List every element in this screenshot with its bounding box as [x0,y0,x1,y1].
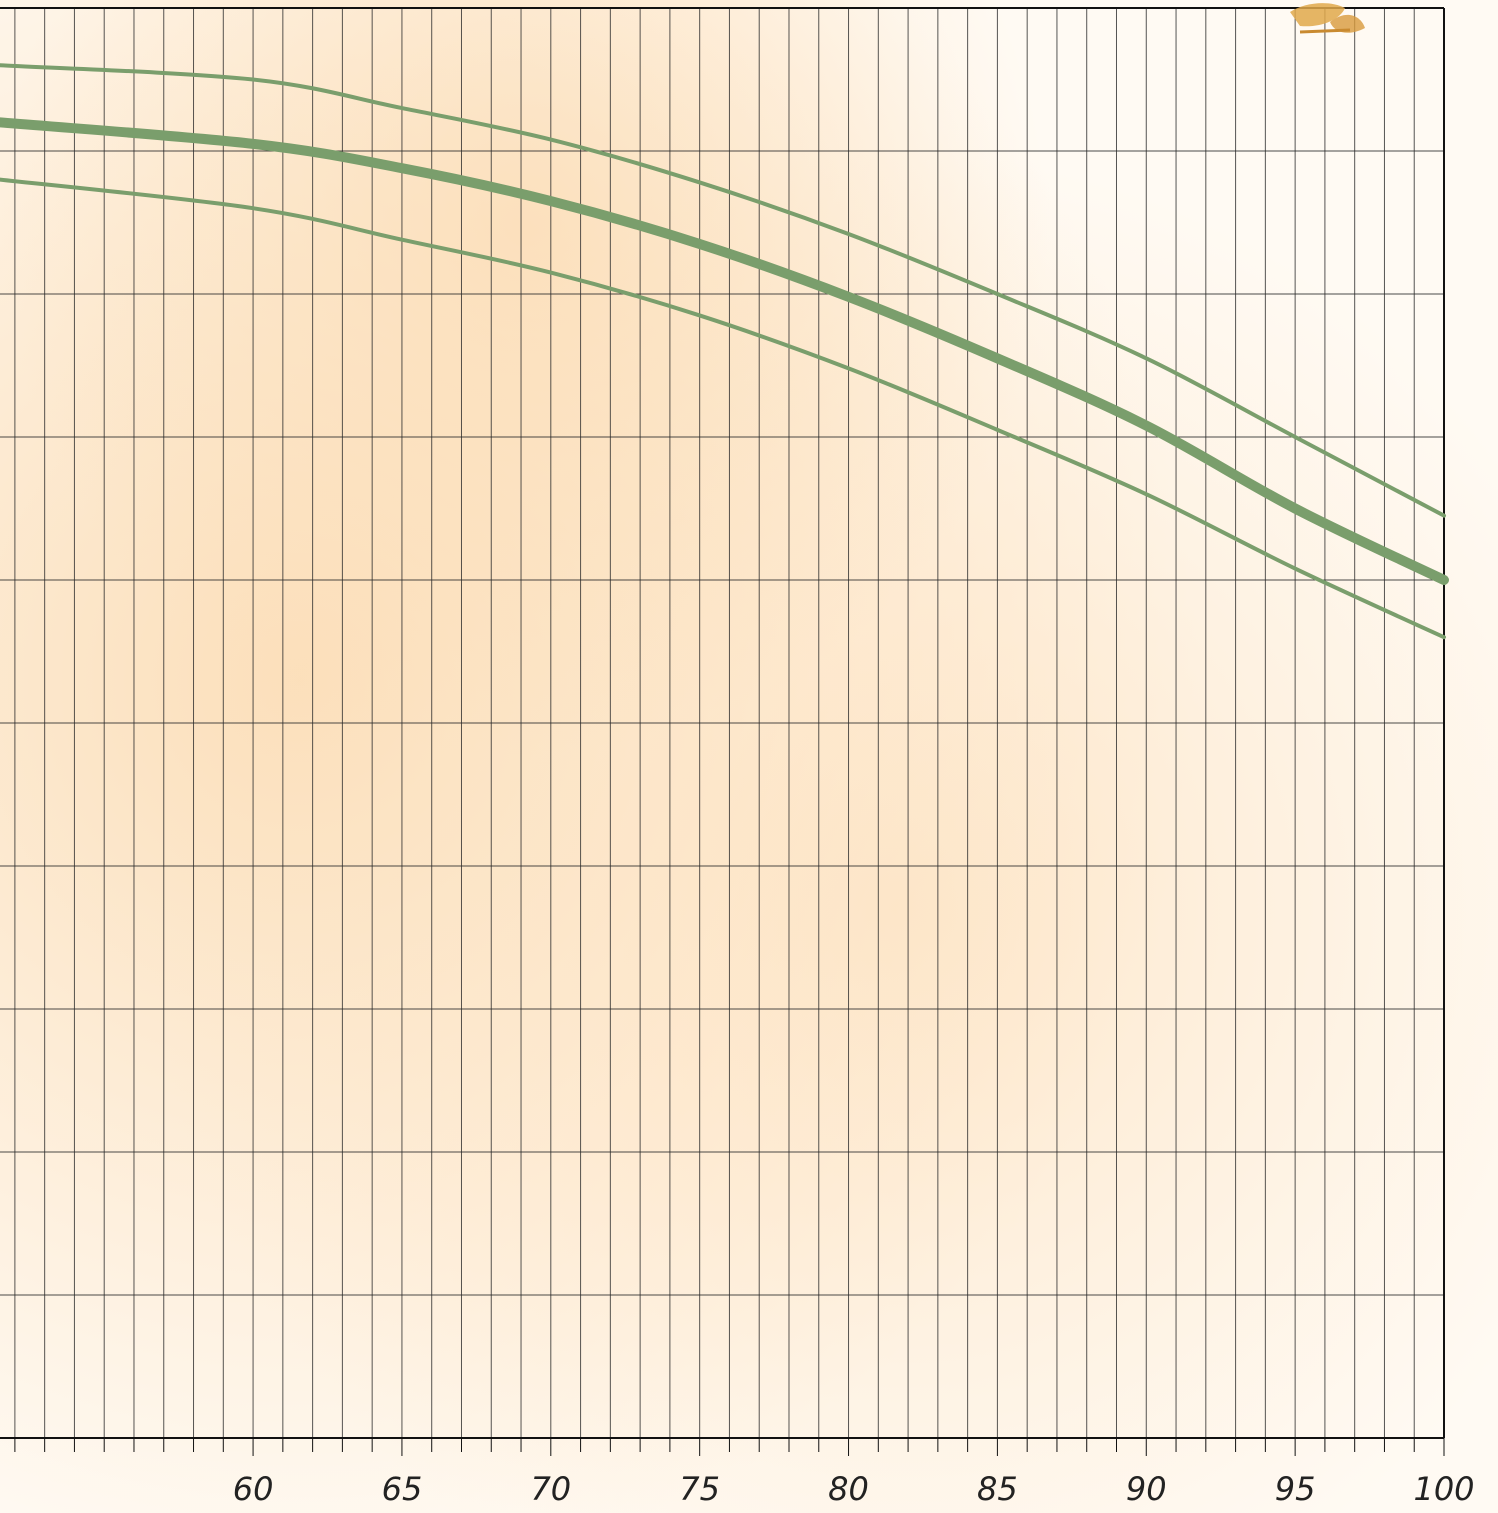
grid [0,7,1445,1439]
x-tick-label: 60 [233,1470,274,1508]
series-line-upper [0,63,1446,518]
x-tick-label: 80 [828,1470,869,1508]
x-tick-label: 85 [977,1470,1018,1508]
series-line-lower [0,177,1446,640]
x-tick-label: 65 [382,1470,423,1508]
x-tick-labels: 60 65 70 75 80 85 90 95 100 [233,1470,1475,1508]
series-line-center [0,117,1449,585]
x-tick-label: 70 [530,1470,571,1508]
decorative-leaf-icon [1290,3,1365,34]
series-lines [0,63,1449,640]
x-tick-label: 90 [1126,1470,1167,1508]
x-tick-label: 100 [1413,1470,1474,1508]
x-tick-label: 95 [1275,1470,1316,1508]
axes [0,7,1445,1456]
x-tick-label: 75 [679,1470,720,1508]
